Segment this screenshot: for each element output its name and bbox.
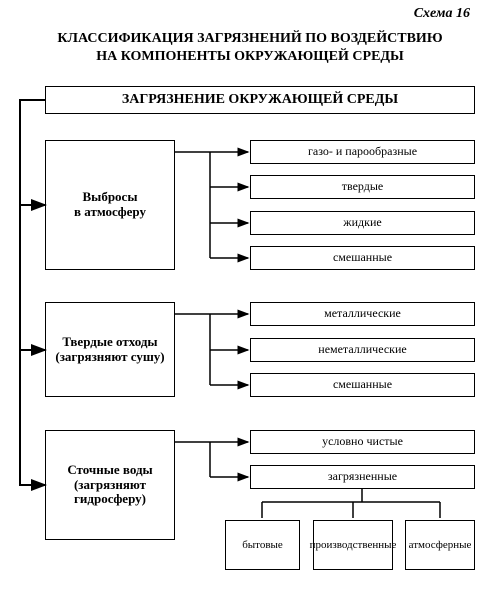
category-solid-waste-label: Твердые отходы (загрязняют сушу) (50, 335, 170, 365)
scheme-label: Схема 16 (414, 6, 470, 22)
sub-mixed-2: смешанные (250, 373, 475, 397)
category-atmosphere: Выбросы в атмосферу (45, 140, 175, 270)
diagram-title: КЛАССИФИКАЦИЯ ЗАГРЯЗНЕНИЙ ПО ВОЗДЕЙСТВИЮ… (0, 30, 500, 66)
sub-gas-vapor: газо- и парообразные (250, 140, 475, 164)
sub-polluted: загрязненные (250, 465, 475, 489)
subsub-atmospheric: атмосферные (405, 520, 475, 570)
subsub-industrial: производственные (313, 520, 393, 570)
root-node: ЗАГРЯЗНЕНИЕ ОКРУЖАЮЩЕЙ СРЕДЫ (45, 86, 475, 114)
sub-cond-clean: условно чистые (250, 430, 475, 454)
sub-mixed-2-label: смешанные (333, 378, 392, 392)
sub-liquid: жидкие (250, 211, 475, 235)
sub-metallic-label: металлические (324, 307, 401, 321)
category-wastewater: Сточные воды (загрязняют гидросферу) (45, 430, 175, 540)
sub-mixed-1: смешанные (250, 246, 475, 270)
subsub-household: бытовые (225, 520, 300, 570)
subsub-household-label: бытовые (242, 539, 283, 552)
category-solid-waste: Твердые отходы (загрязняют сушу) (45, 302, 175, 397)
category-wastewater-label: Сточные воды (загрязняют гидросферу) (50, 463, 170, 508)
sub-metallic: металлические (250, 302, 475, 326)
sub-cond-clean-label: условно чистые (322, 435, 403, 449)
sub-solid: твердые (250, 175, 475, 199)
subsub-industrial-label: производственные (310, 539, 397, 552)
title-line-2: НА КОМПОНЕНТЫ ОКРУЖАЮЩЕЙ СРЕДЫ (96, 49, 404, 64)
sub-polluted-label: загрязненные (328, 470, 397, 484)
sub-mixed-1-label: смешанные (333, 251, 392, 265)
root-label: ЗАГРЯЗНЕНИЕ ОКРУЖАЮЩЕЙ СРЕДЫ (122, 92, 398, 108)
sub-gas-vapor-label: газо- и парообразные (308, 145, 417, 159)
sub-nonmetallic-label: неметаллические (318, 343, 406, 357)
sub-nonmetallic: неметаллические (250, 338, 475, 362)
title-line-1: КЛАССИФИКАЦИЯ ЗАГРЯЗНЕНИЙ ПО ВОЗДЕЙСТВИЮ (57, 31, 442, 46)
sub-liquid-label: жидкие (343, 216, 381, 230)
sub-solid-label: твердые (342, 180, 384, 194)
subsub-atmospheric-label: атмосферные (409, 539, 472, 552)
category-atmosphere-label: Выбросы в атмосферу (74, 190, 146, 220)
